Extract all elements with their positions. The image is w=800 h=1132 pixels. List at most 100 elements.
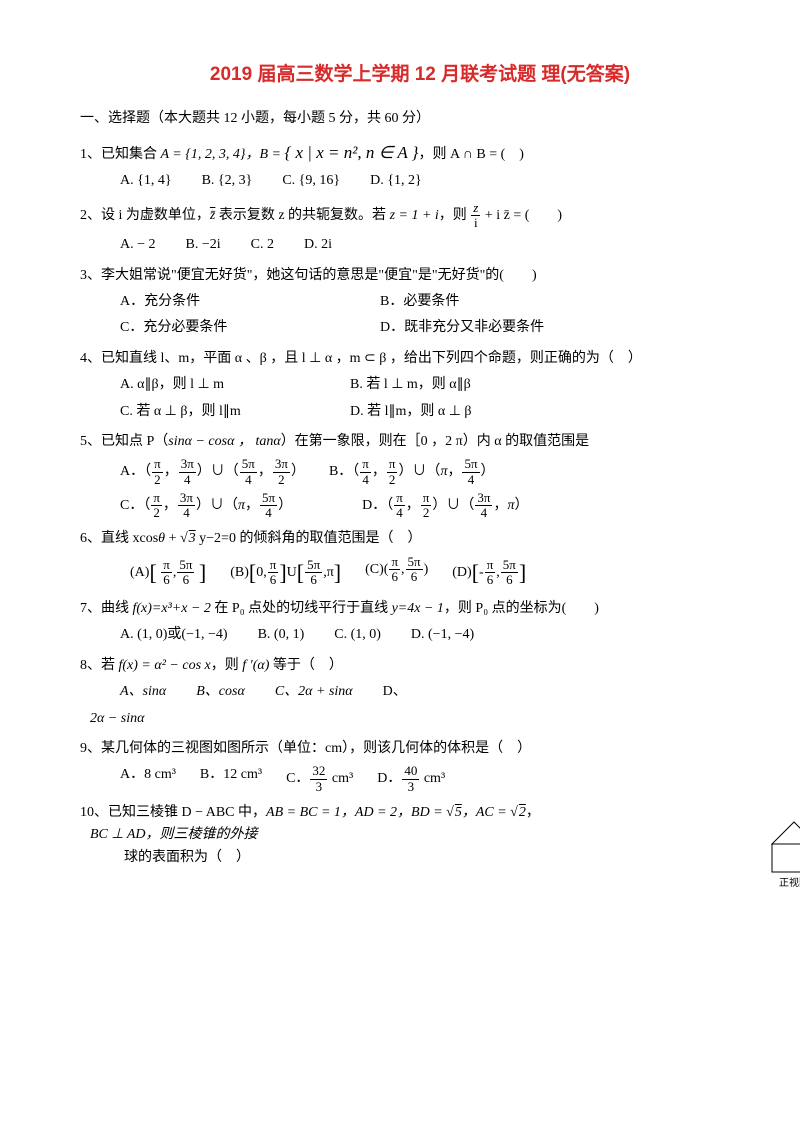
q10-sqrt2: √2	[510, 805, 526, 820]
t: 5π	[240, 457, 257, 472]
q3-opt-d: D．既非充分又非必要条件	[380, 317, 544, 339]
q7-opt-c: C. (1, 0)	[334, 624, 381, 646]
q1-stem-b: ，则 A ∩ B = ( )	[418, 147, 524, 162]
page-title: 2019 届高三数学上学期 12 月联考试题 理(无答案)	[80, 60, 760, 90]
q7-opt-b: B. (0, 1)	[258, 624, 305, 646]
q5-opt-d: D．（π4，π2）∪（3π4，π）	[362, 491, 528, 521]
t: 3	[310, 780, 327, 794]
t: 32	[310, 764, 327, 779]
t: π	[152, 457, 163, 472]
front-view-label: 正视图	[770, 876, 800, 892]
t: ，	[372, 464, 386, 479]
q6-opt-b: (B)[0,π6]U[5π6,π]	[230, 555, 341, 590]
question-7: 7、曲线 f(x)=x³+x − 2 在 P₀ 点处的切线平行于直线 y=4x …	[80, 598, 760, 647]
t: 6	[268, 573, 279, 587]
t: 4	[360, 473, 371, 487]
front-view-icon: 2 2	[770, 820, 800, 876]
t: ，	[163, 498, 177, 513]
q6-stem-b: +	[165, 531, 180, 546]
q2-opt-d: D. 2i	[304, 234, 332, 256]
t: ，	[493, 498, 507, 513]
q3-opt-b: B．必要条件	[380, 291, 459, 313]
t: cm³	[328, 771, 353, 786]
q9-stem: 9、某几何体的三视图如图所示（单位：cm），则该几何体的体积是（ ）	[80, 738, 760, 760]
q6-stem-a: 6、直线 xcos	[80, 531, 158, 546]
t: π	[151, 491, 162, 506]
t: (B)	[230, 565, 249, 580]
q6-opt-d: (D)[-π6,5π6]	[452, 555, 526, 590]
t: 4	[179, 473, 196, 487]
t: 4	[394, 506, 405, 520]
front-view: 2 2 正视图	[770, 820, 800, 892]
q9-opt-c: C．323 cm³	[286, 764, 353, 794]
top-view: 2 俯视图	[796, 896, 800, 954]
q8-stem-a: 8、若	[80, 658, 119, 673]
question-4: 4、已知直线 l、m，平面 α 、β ，且 l ⊥ α ，m ⊂ β ，给出下列…	[80, 348, 760, 423]
q10-p1: AB = BC = 1	[266, 805, 341, 820]
t: 3π	[475, 491, 492, 506]
t: π	[327, 565, 334, 580]
q1-setB: { x | x = n², n ∈ A }	[284, 143, 418, 162]
t: 3π	[179, 457, 196, 472]
t: ）	[514, 498, 528, 513]
q7-stem-b: 在 P₀ 点处的切线平行于直线	[211, 601, 392, 616]
t: ）∪（	[196, 498, 238, 513]
q9-opt-b: B．12 cm³	[200, 764, 262, 794]
t: 6	[501, 573, 518, 587]
q1-setB-pre: B =	[259, 147, 284, 162]
t: ）∪（	[432, 498, 474, 513]
question-1: 1、已知集合 A = {1, 2, 3, 4}，B = { x | x = n²…	[80, 139, 760, 193]
t: 6	[305, 573, 322, 587]
t: π	[389, 555, 400, 570]
q10-line3: 球的表面积为（ ）	[124, 847, 760, 869]
t: C．	[286, 771, 309, 786]
q8-stem-b: ，则	[211, 658, 243, 673]
t: 3	[402, 780, 419, 794]
q2-opt-b: B. −2i	[186, 234, 221, 256]
q7-stem-c: ，则 P₀ 点的坐标为( )	[444, 601, 599, 616]
q10-p4: ，AC =	[462, 805, 510, 820]
q8-opt-d-cont: 2α − sinα	[90, 708, 760, 730]
question-6: 6、直线 xcosθ + √3 y−2=0 的倾斜角的取值范围是（ ） (A)[…	[80, 528, 760, 590]
top-view-label: 俯视图	[796, 938, 800, 954]
q3-stem: 3、李大姐常说"便宜无好货"，她这句话的意思是"便宜"是"无好货"的( )	[80, 265, 760, 287]
t: 2	[273, 473, 290, 487]
q7-opt-d: D. (−1, −4)	[411, 624, 474, 646]
t: 2	[151, 506, 162, 520]
q10-p2: ，AD = 2	[341, 805, 397, 820]
q8-opt-c: C、2α + sinα	[275, 681, 353, 703]
section-heading: 一、选择题（本大题共 12 小题，每小题 5 分，共 60 分）	[80, 108, 760, 130]
t: π	[161, 558, 172, 573]
q6-stem-c: y−2=0 的倾斜角的取值范围是（ ）	[196, 531, 422, 546]
t: 6	[161, 573, 172, 587]
q8-opt-a: A、sinα	[120, 681, 166, 703]
q6-opt-c: (C)(π6,5π6)	[365, 555, 428, 590]
t: π	[360, 457, 371, 472]
t: 4	[178, 506, 195, 520]
q10-p3: ，BD =	[397, 805, 446, 820]
q8-opt-b: B、cosα	[196, 681, 245, 703]
q1-opt-d: D. {1, 2}	[370, 170, 422, 192]
q5-pt: sinα − cosα ， tanα	[168, 434, 280, 449]
t: 2	[152, 473, 163, 487]
t: ）	[291, 464, 305, 479]
q2-stem-c: ，则	[439, 208, 471, 223]
t: 5π	[462, 457, 479, 472]
t: ,	[496, 565, 500, 580]
t: π	[485, 558, 496, 573]
q1-opt-c: C. {9, 16}	[282, 170, 340, 192]
q2-eq: z = 1 + i	[390, 208, 439, 223]
q10-p5: ，	[526, 805, 540, 820]
q7-opt-a: A. (1, 0)或(−1, −4)	[120, 624, 228, 646]
q1-opt-a: A. {1, 4}	[120, 170, 172, 192]
q2-opt-c: C. 2	[251, 234, 274, 256]
t: 6	[406, 570, 423, 584]
q4-opt-c: C. 若 α ⊥ β，则 l∥m	[120, 401, 320, 423]
t: ）	[278, 498, 292, 513]
t: ）	[481, 464, 495, 479]
t: ,	[173, 565, 177, 580]
t: 6	[389, 570, 400, 584]
t: B．（	[329, 464, 359, 479]
t: 4	[240, 473, 257, 487]
t: U	[287, 565, 297, 580]
